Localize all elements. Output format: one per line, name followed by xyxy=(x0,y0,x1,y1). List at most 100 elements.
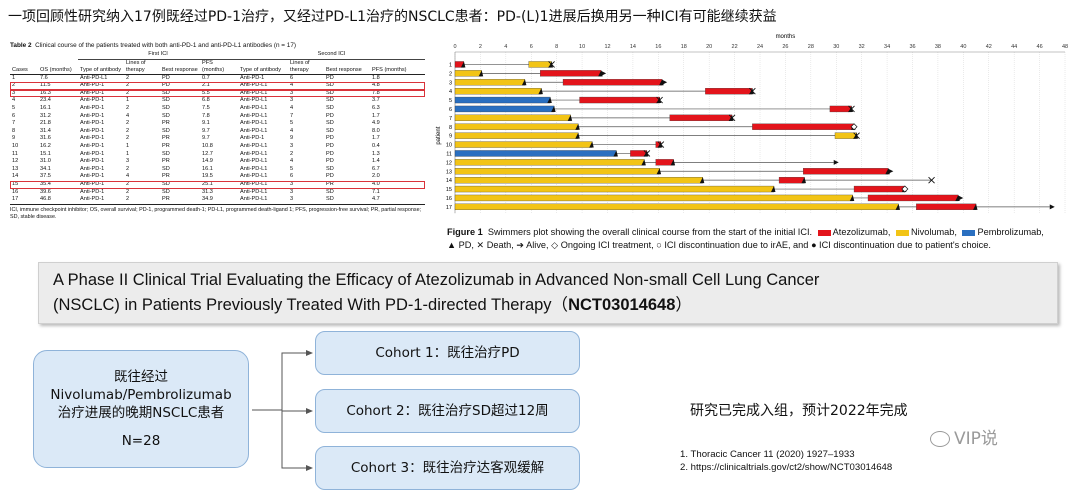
arrowhead-2 xyxy=(306,408,313,414)
table-cell: 2.0 xyxy=(372,173,380,180)
watermark: VIP说 xyxy=(930,424,998,449)
table-row: 11 15.1 Anti-PD-1 1 SD 12.7 Anti-PD-L1 2 PD 1.3 xyxy=(10,151,425,159)
table-cell: Anti-PD-L1 xyxy=(240,82,268,89)
x-tick-label: 28 xyxy=(808,44,814,50)
table-cell: 6 xyxy=(290,74,294,81)
x-tick-label: 42 xyxy=(986,44,992,50)
table-row: 3 16.3 Anti-PD-1 2 SD 5.5 Anti-PD-L1 3 SD 7.8 xyxy=(10,89,426,98)
pd-marker xyxy=(801,177,806,184)
table-cell: Anti-PD-1 xyxy=(78,196,124,205)
table-cell: 6.7 xyxy=(372,165,380,172)
table-cell: 1.3 xyxy=(372,150,380,157)
patient-label: 11 xyxy=(446,151,452,157)
table-cell: 16 xyxy=(12,188,19,195)
table-cell: 16.2 xyxy=(40,142,51,149)
alive-marker xyxy=(1049,204,1055,210)
x-tick-label: 0 xyxy=(453,44,456,50)
table-cell: 2 xyxy=(126,104,130,111)
x-tick-label: 8 xyxy=(555,44,558,50)
x-tick-label: 2 xyxy=(479,44,482,50)
table-cell: 3 xyxy=(290,97,294,104)
table-cell: 19.5 xyxy=(202,173,213,180)
table-cell: 7.6 xyxy=(40,74,48,81)
table-cell: 31.2 xyxy=(40,112,51,119)
table-cell: 2.1 xyxy=(202,82,210,89)
x-tick-label: 24 xyxy=(757,44,763,50)
x-tick-label: 22 xyxy=(732,44,738,50)
pd-marker xyxy=(849,194,855,201)
legend-pembrolizumab: Pembrolizumab, xyxy=(977,227,1044,237)
alive-marker xyxy=(601,70,607,76)
table-cell: 5 xyxy=(290,120,294,127)
table-cell: SD xyxy=(326,188,334,195)
patient-label: 10 xyxy=(446,143,452,149)
patient-label: 16 xyxy=(446,196,452,202)
table-cell: PD xyxy=(326,150,334,157)
table-cell: 13 xyxy=(12,165,19,172)
table-cell: Anti-PD-L1 xyxy=(240,173,268,180)
table-cell: 21.8 xyxy=(40,120,51,127)
patient-label: 7 xyxy=(449,116,452,122)
table-cell: Anti-PD-L1 xyxy=(80,74,108,81)
table-cell: SD xyxy=(326,97,334,104)
table-cell: Anti-PD-1 xyxy=(240,135,265,142)
x-tick-label: 46 xyxy=(1037,44,1043,50)
table-cell: Anti-PD-L1 xyxy=(238,196,289,205)
x-tick-label: 26 xyxy=(782,44,788,50)
table-cell: Anti-PD-1 xyxy=(80,173,105,180)
table-cell: SD xyxy=(326,120,334,127)
table-cell: 4 xyxy=(126,173,130,180)
table-cell: PR xyxy=(160,196,200,205)
table-row: 12 31.0 Anti-PD-1 3 PR 14.9 Anti-PD-L1 4 PD 1.4 xyxy=(10,158,425,166)
table-row: 4 23.4 Anti-PD-1 1 SD 6.8 Anti-PD-L1 3 SD 3.7 xyxy=(10,97,425,105)
death-marker xyxy=(749,87,756,95)
table-cell: Anti-PD-1 xyxy=(80,127,105,134)
patient-label: 6 xyxy=(449,107,452,113)
table-cell: 14.9 xyxy=(202,158,213,165)
x-tick-label: 14 xyxy=(630,44,636,50)
table-cell: 7.5 xyxy=(202,104,210,111)
legend-swatch-pembrolizumab xyxy=(962,229,976,236)
death-marker xyxy=(643,150,651,157)
connector-cohort-3 xyxy=(281,410,312,469)
patient-label: 9 xyxy=(449,134,452,140)
x-tick-label: 6 xyxy=(530,44,533,50)
table-cell: 8 xyxy=(12,127,16,134)
death-marker xyxy=(928,176,935,184)
table-cell: SD xyxy=(326,127,334,134)
table-cell: 34.9 xyxy=(200,196,239,205)
table-cell: 2 xyxy=(126,120,130,127)
reference-2: 2. https://clinicaltrials.gov/ct2/show/N… xyxy=(680,462,893,473)
table-cell: 14 xyxy=(12,173,19,180)
table-cell: 5 xyxy=(290,165,294,172)
column-header: Lines of therapy xyxy=(288,59,325,75)
column-header: Best response xyxy=(160,59,200,75)
pd-marker xyxy=(547,97,552,104)
x-tick-label: 12 xyxy=(604,44,610,50)
table-cell: 31.4 xyxy=(40,127,51,134)
table-cell: Anti-PD-1 xyxy=(80,112,105,119)
table-cell: PR xyxy=(162,142,170,149)
table-cell: SD xyxy=(326,104,334,111)
table-cell: 4 xyxy=(290,82,294,89)
patient-label: 2 xyxy=(449,71,452,77)
table-cell: 1.7 xyxy=(372,112,380,119)
pd-marker xyxy=(521,79,527,86)
table-cell: PR xyxy=(162,120,170,127)
table-cell: 9.7 xyxy=(202,135,210,142)
legend-nivolumab: Nivolumab, xyxy=(910,227,957,237)
x-tick-label: 32 xyxy=(859,44,865,50)
pd-marker xyxy=(478,70,484,77)
table-cell: 9.7 xyxy=(202,127,210,134)
figure-caption: Figure 1 Swimmers plot showing the overa… xyxy=(447,227,1044,250)
table-cell: SD xyxy=(162,112,170,119)
table-cell: Anti-PD-L1 xyxy=(240,127,268,134)
table-cell: PD xyxy=(326,173,334,180)
cohort-2-box: Cohort 2：既往治疗SD超过12周 xyxy=(315,389,580,433)
table-cell: Anti-PD-L1 xyxy=(240,120,268,127)
table-cell: SD xyxy=(326,82,334,89)
table-cell: 3 xyxy=(288,196,325,205)
patient-label: 12 xyxy=(446,160,452,166)
legend-swatch-atezolizumab xyxy=(817,229,831,236)
table-cell: 31.6 xyxy=(40,135,51,142)
